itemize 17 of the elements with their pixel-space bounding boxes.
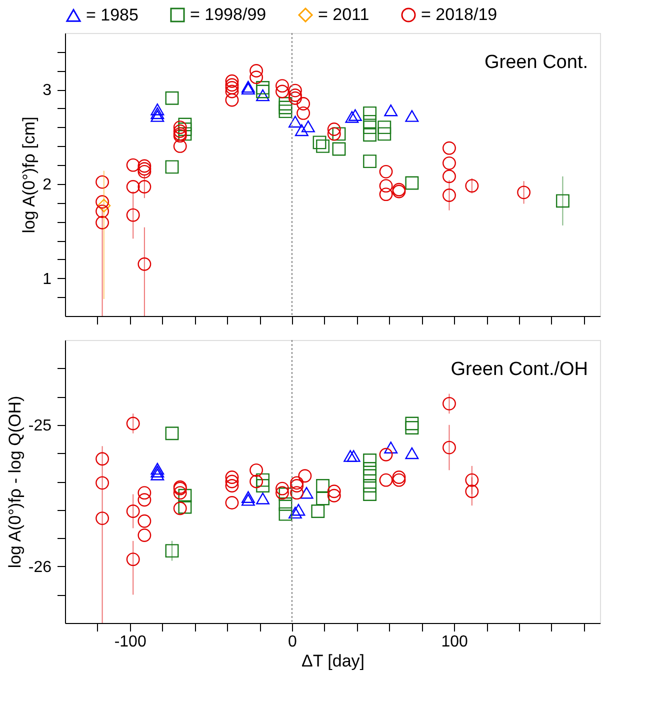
legend-label: = 2018/19 bbox=[421, 4, 498, 24]
y-tick-label: 1 bbox=[42, 270, 52, 288]
y-axis-title: log A(0°)fρ - log Q(OH) bbox=[5, 396, 24, 568]
annotation: Green Cont. bbox=[484, 52, 588, 73]
y-axis-title: log A(0°)fρ [cm] bbox=[20, 116, 39, 234]
x-tick-label: 0 bbox=[288, 634, 298, 650]
y-tick-label: 3 bbox=[42, 82, 52, 100]
legend-label: = 1985 bbox=[86, 5, 138, 24]
x-tick-label: -100 bbox=[114, 634, 146, 650]
y-tick-label: -26 bbox=[28, 558, 52, 576]
annotation: Green Cont./OH bbox=[450, 359, 588, 380]
legend-label: = 1998/99 bbox=[190, 4, 266, 24]
x-axis-title: ΔT [day] bbox=[301, 652, 365, 670]
y-tick-label: -25 bbox=[28, 417, 52, 434]
legend-label: = 2011 bbox=[318, 4, 370, 24]
y-tick-label: 2 bbox=[42, 176, 52, 194]
x-tick-label: 100 bbox=[441, 634, 468, 650]
